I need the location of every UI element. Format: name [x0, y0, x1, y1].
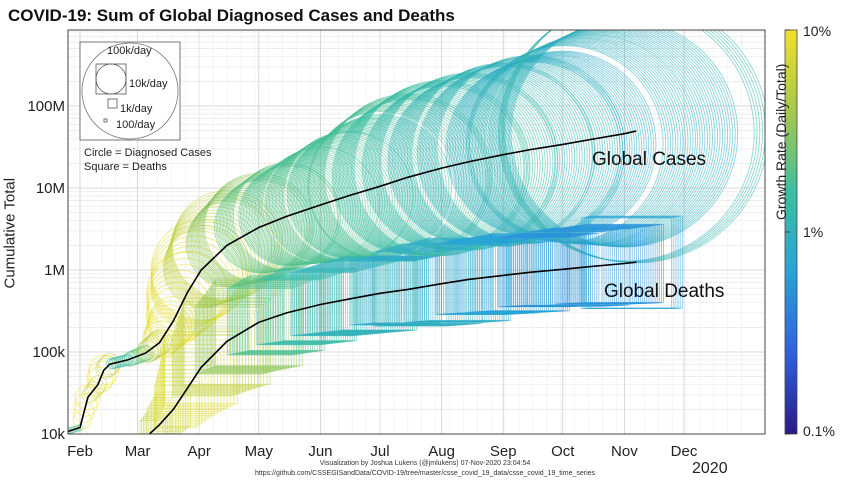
x-tick-label: Dec: [671, 443, 698, 460]
death-marker: [151, 399, 184, 433]
chart-title: COVID-19: Sum of Global Diagnosed Cases …: [8, 6, 455, 25]
case-marker: [86, 378, 105, 397]
colorbar-label: Growth Rate (Daily/Total): [773, 63, 789, 220]
death-marker: [161, 352, 222, 413]
y-tick-label: 10M: [36, 180, 65, 197]
size-legend-label: 1k/day: [120, 103, 153, 115]
y-tick-label: 10k: [41, 426, 66, 443]
death-marker: [174, 328, 241, 395]
x-tick-label: Nov: [611, 443, 638, 460]
marker-clouds: [68, 30, 765, 434]
y-axis-label: Cumulative Total: [1, 177, 19, 289]
size-legend-box: [79, 41, 181, 141]
source-url: https://github.com/CSSEGISandData/COVID-…: [254, 470, 596, 477]
death-marker: [181, 307, 261, 388]
case-marker: [68, 429, 70, 434]
credit-line: Visualization by Joshua Lukens (@jmluken…: [319, 460, 531, 467]
series-line: [148, 261, 637, 434]
y-tick-label: 100k: [32, 344, 65, 361]
series-label: Global Deaths: [604, 281, 724, 302]
colorbar-tick-label: 0.1%: [803, 423, 835, 439]
case-marker: [510, 30, 739, 248]
series-label: Global Cases: [592, 149, 706, 170]
x-axis-ticks: Feb Mar Apr May Jun Jul Aug Sep Oct Nov Dec: [67, 443, 698, 460]
colorbar-tick-label: 10%: [803, 23, 831, 39]
death-marker: [200, 298, 274, 372]
colorbar-ticks: 0.1% 1% 10%: [785, 23, 835, 439]
legend-square-1k: [107, 98, 118, 109]
case-marker: [98, 353, 121, 376]
death-marker: [180, 310, 258, 389]
legend-square-100: [103, 118, 108, 123]
case-marker: [74, 393, 98, 417]
x-axis-year: 2020: [692, 460, 728, 477]
x-tick-label: Aug: [428, 443, 455, 460]
x-tick-label: Feb: [67, 443, 93, 460]
marker-note: Square = Deaths: [84, 161, 167, 173]
legend-circle-10k: [95, 63, 127, 95]
marker-note: Circle = Diagnosed Cases: [84, 147, 212, 159]
x-tick-label: Apr: [188, 443, 211, 460]
size-legend-label: 10k/day: [129, 78, 168, 90]
death-marker: [149, 402, 182, 434]
x-tick-label: Oct: [551, 443, 575, 460]
y-tick-label: 100M: [27, 98, 65, 115]
case-marker: [147, 300, 195, 348]
y-axis-ticks: 10k 100k 1M 10M 100M: [27, 98, 65, 443]
death-marker: [162, 348, 225, 411]
legend-circle-100k: [81, 42, 179, 140]
case-marker: [81, 386, 99, 403]
case-marker: [87, 360, 117, 390]
colorbar-tick-label: 1%: [803, 224, 823, 240]
x-tick-label: Sep: [490, 443, 517, 460]
series-line: [68, 130, 637, 433]
x-tick-label: May: [245, 443, 274, 460]
death-marker: [205, 291, 284, 370]
series-lines: [68, 130, 637, 434]
x-tick-label: Jun: [308, 443, 332, 460]
series-labels: Global Cases Global Deaths: [592, 149, 724, 302]
x-tick-label: Mar: [125, 443, 151, 460]
death-marker: [589, 215, 683, 309]
plot-frame: [67, 29, 766, 435]
size-legend-label: 100/day: [116, 119, 156, 131]
death-marker: [207, 289, 287, 370]
size-legend-label: 100k/day: [107, 45, 152, 57]
size-legend: 100k/day 10k/day 1k/day 100/day Circle = Dia…: [79, 41, 212, 173]
y-tick-label: 1M: [44, 262, 65, 279]
x-tick-label: Jul: [370, 443, 389, 460]
death-marker: [584, 223, 664, 304]
